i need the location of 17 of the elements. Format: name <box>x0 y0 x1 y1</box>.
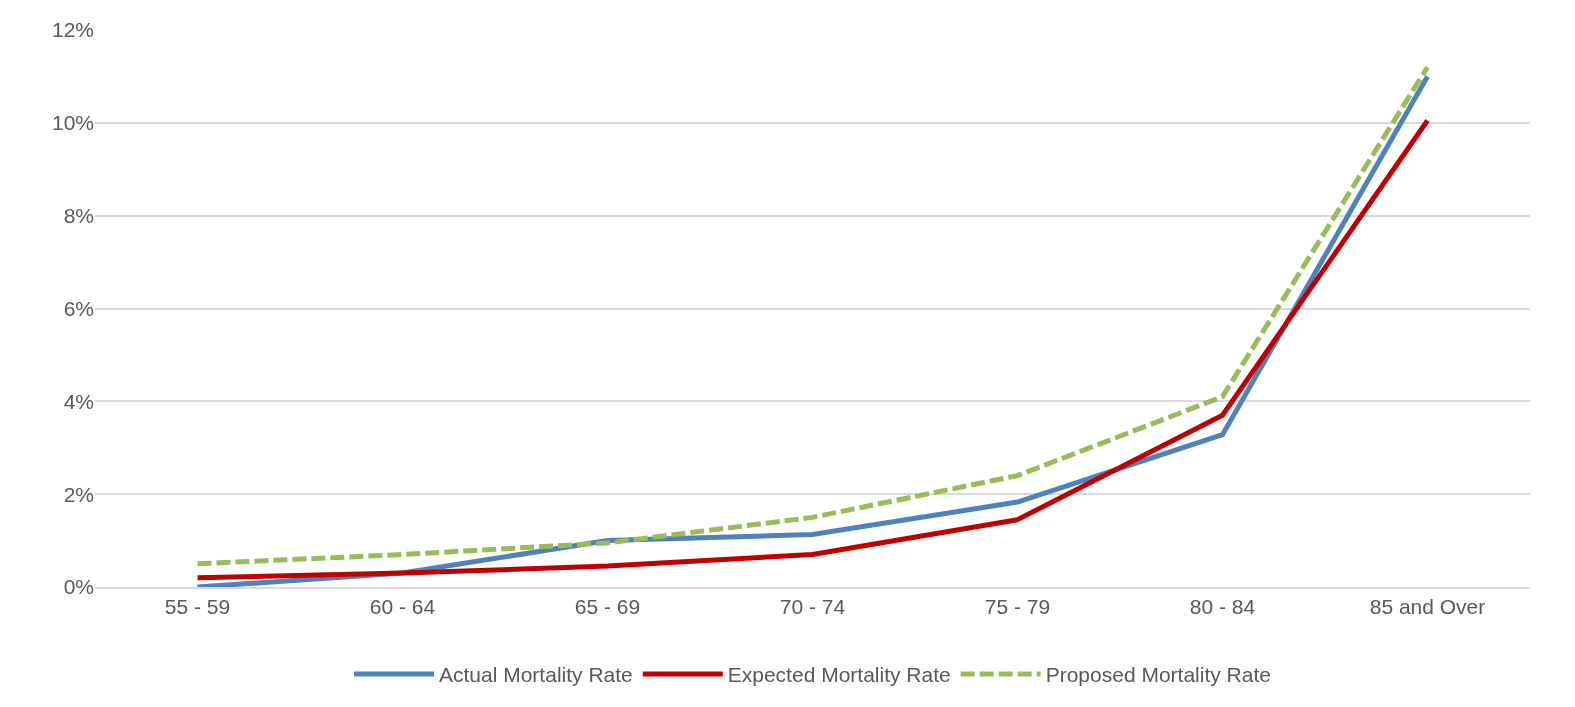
x-tick-label: 70 - 74 <box>779 594 846 618</box>
y-tick-label: 10% <box>51 111 94 135</box>
x-tick-label: 65 - 69 <box>574 594 641 618</box>
y-tick-label: 12% <box>51 18 94 42</box>
y-tick-label: 2% <box>63 482 94 506</box>
y-tick-label: 8% <box>63 204 94 228</box>
legend-label: Proposed Mortality Rate <box>1045 663 1271 687</box>
y-tick-label: 0% <box>63 575 94 599</box>
y-tick-label: 6% <box>63 296 94 320</box>
x-tick-label: 80 - 84 <box>1189 594 1256 618</box>
y-tick-label: 4% <box>63 389 94 413</box>
legend-label: Actual Mortality Rate <box>439 663 633 687</box>
legend-label: Expected Mortality Rate <box>727 663 951 687</box>
x-tick-label: 85 and Over <box>1369 594 1486 618</box>
x-tick-label: 55 - 59 <box>164 594 231 618</box>
x-tick-label: 60 - 64 <box>369 594 436 618</box>
x-tick-label: 75 - 79 <box>984 594 1051 618</box>
